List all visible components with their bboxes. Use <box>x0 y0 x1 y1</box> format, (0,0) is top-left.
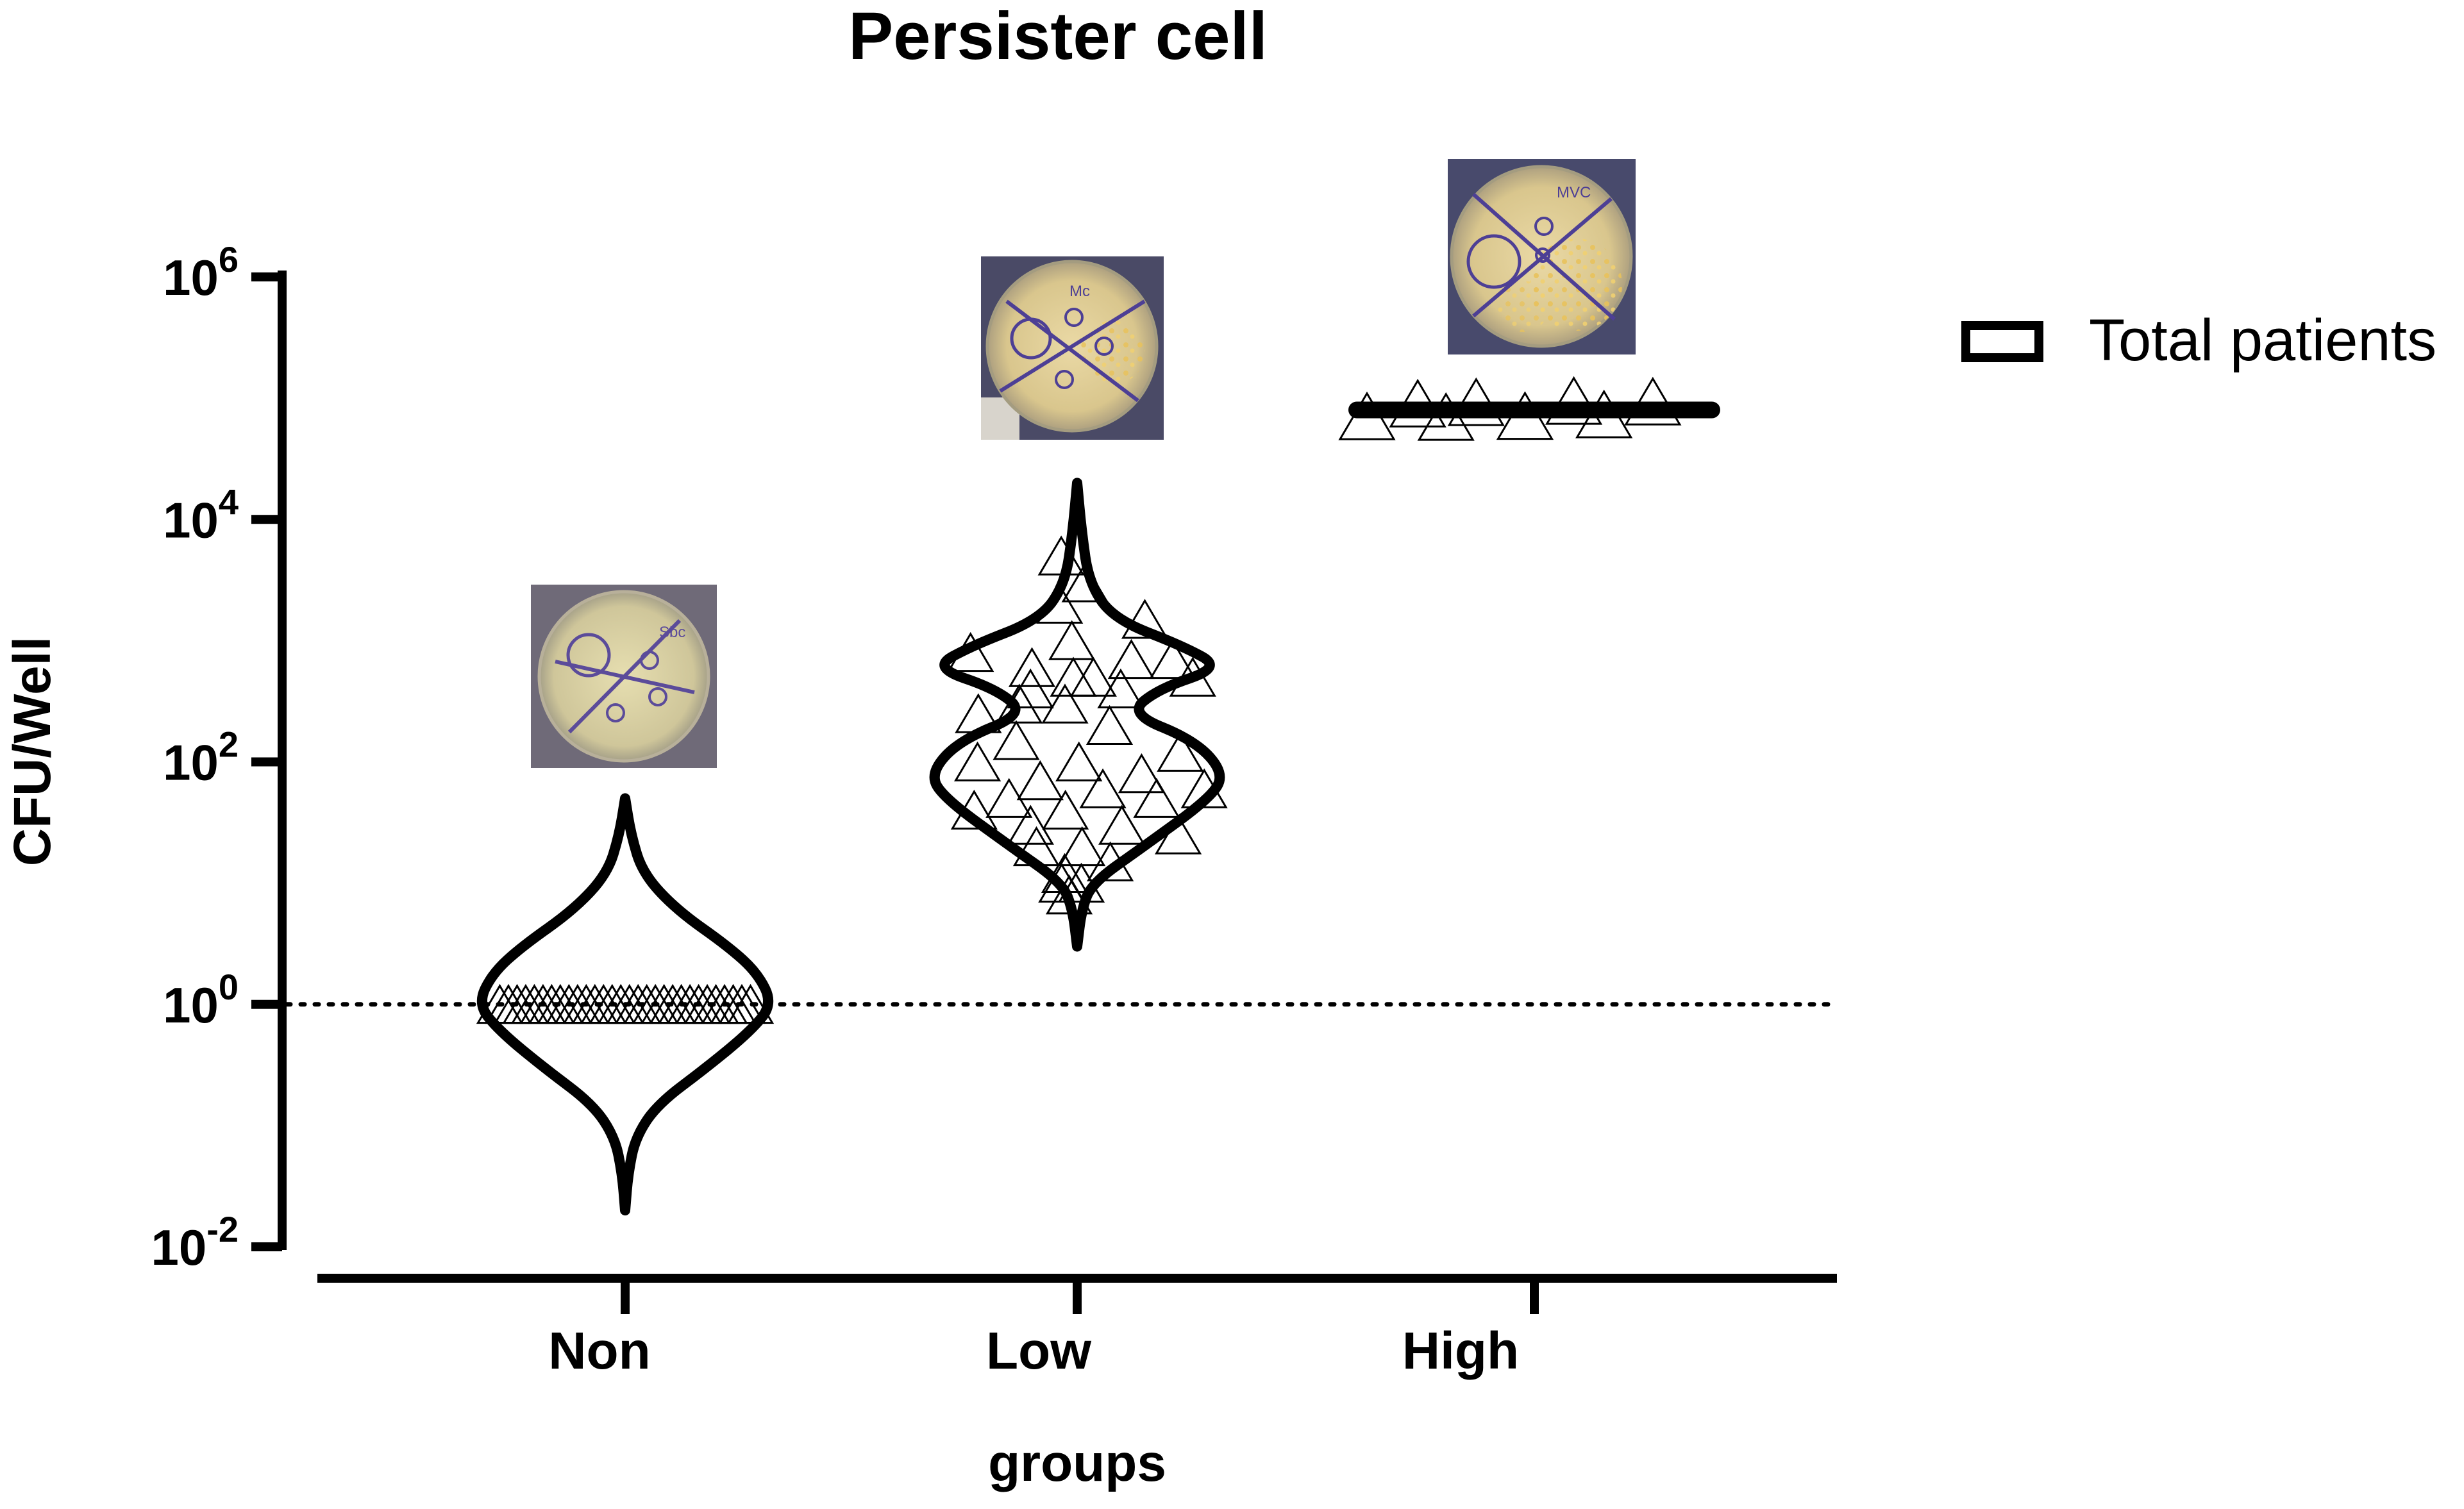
x-tick-label-low: Low <box>986 1322 1091 1380</box>
violin-body <box>929 478 1225 952</box>
data-point <box>1097 668 1144 709</box>
violin-non <box>476 793 775 1216</box>
violin-high <box>1338 376 1720 441</box>
data-point <box>726 983 775 1024</box>
data-point <box>1118 753 1166 794</box>
plate-label-non: Sbc <box>659 624 685 641</box>
data-point <box>1012 826 1060 867</box>
data-point <box>1007 805 1054 845</box>
chart-title: Persister cell <box>848 0 1268 74</box>
violin-low <box>929 478 1228 952</box>
data-point <box>985 778 1033 818</box>
data-point <box>1154 814 1202 855</box>
data-point <box>1042 789 1089 830</box>
data-point <box>1496 391 1554 440</box>
x-axis-label: groups <box>988 1434 1166 1492</box>
y-tick-label: 104 <box>163 481 239 548</box>
data-point <box>1098 805 1146 845</box>
y-ticks: 10-2 100 102 104 106 <box>151 239 282 1276</box>
data-point <box>1008 647 1056 687</box>
legend-swatch <box>1961 321 2043 362</box>
y-axis-label: CFU/Well <box>3 637 62 866</box>
y-tick-label: 100 <box>163 967 239 1033</box>
x-tick-label-non: Non <box>548 1322 650 1380</box>
data-point <box>1055 741 1103 781</box>
data-point <box>1007 668 1054 709</box>
data-point <box>1121 599 1169 639</box>
plate-label-high: MVC <box>1557 184 1591 201</box>
plate-label-low: Mc <box>1069 283 1090 300</box>
plate-image-low: Mc <box>981 256 1164 440</box>
data-point <box>1061 562 1109 603</box>
data-point <box>1050 656 1097 697</box>
data-point <box>1036 583 1084 624</box>
violin-body <box>476 793 774 1216</box>
data-point <box>1338 391 1396 440</box>
data-point <box>1149 638 1196 679</box>
data-point <box>950 789 998 830</box>
data-point <box>955 693 1002 733</box>
data-point <box>1575 389 1633 438</box>
data-point <box>1389 378 1446 428</box>
x-ticks: Non Low High <box>548 1278 1539 1380</box>
data-point <box>1180 768 1228 808</box>
plate-image-high: MVC <box>1448 159 1636 354</box>
data-point <box>947 631 994 672</box>
data-point <box>1037 535 1085 576</box>
data-point <box>1085 704 1134 745</box>
data-point <box>1133 778 1180 818</box>
data-point <box>1086 841 1134 881</box>
data-point <box>1545 376 1603 425</box>
y-tick-label: 10-2 <box>151 1209 239 1276</box>
data-point <box>1157 731 1204 772</box>
data-point <box>1048 620 1096 660</box>
data-point <box>993 720 1040 760</box>
violins <box>476 376 1720 1216</box>
y-tick-label: 102 <box>163 724 239 791</box>
data-point <box>1417 392 1475 441</box>
data-point <box>1057 862 1105 903</box>
y-tick-label: 106 <box>163 239 239 306</box>
legend: Total patients <box>1961 308 2436 373</box>
legend-label: Total patients <box>2089 308 2436 373</box>
data-point <box>996 683 1043 724</box>
data-point <box>953 741 1002 781</box>
data-point <box>1045 874 1093 915</box>
x-tick-label-high: High <box>1402 1322 1519 1380</box>
data-point <box>1447 377 1505 426</box>
data-point <box>1079 768 1127 808</box>
data-point <box>1624 376 1682 426</box>
data-point <box>1041 683 1089 724</box>
data-point <box>1107 638 1155 679</box>
plate-image-non: Sbc <box>531 585 717 768</box>
data-point <box>1016 760 1064 801</box>
